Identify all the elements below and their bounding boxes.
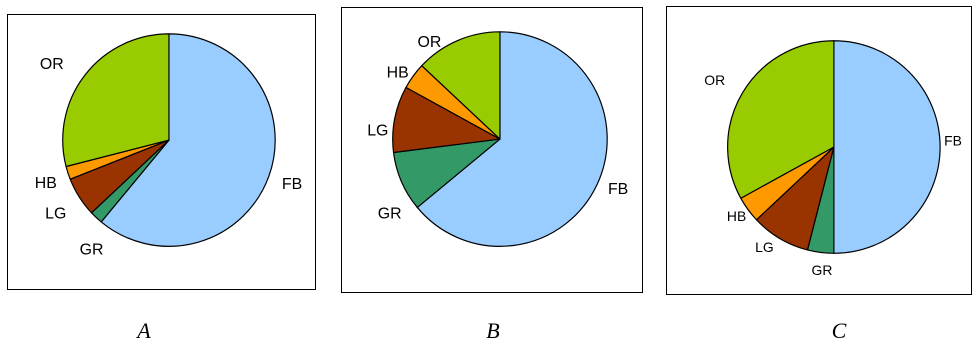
slice-label-a-gr: GR [80, 241, 104, 258]
slice-label-c-gr: GR [812, 262, 833, 278]
slice-label-c-fb: FB [944, 133, 962, 149]
slice-label-a-hb: HB [35, 175, 57, 192]
slice-label-a-lg: LG [45, 206, 66, 223]
slice-label-a-fb: FB [282, 176, 302, 193]
slice-label-c-or: OR [704, 72, 725, 88]
slice-label-b-fb: FB [608, 181, 628, 198]
chart-caption-c: C [819, 318, 859, 344]
slice-label-b-hb: HB [387, 65, 409, 82]
chart-caption-a: A [124, 318, 164, 344]
slice-label-b-or: OR [418, 34, 442, 51]
slice-label-c-lg: LG [755, 239, 774, 255]
pie-chart-b: FB GR LG HB OR [342, 8, 642, 292]
chart-panel-c: FB GR LG HB OR [666, 6, 972, 295]
slice-label-b-gr: GR [378, 206, 402, 223]
chart-panel-a: FB GR LG HB OR [7, 14, 316, 290]
slice-label-c-hb: HB [727, 208, 746, 224]
pie-chart-c: FB GR LG HB OR [667, 7, 971, 294]
pie-chart-a: FB GR LG HB OR [8, 15, 315, 289]
chart-panel-b: FB GR LG HB OR [341, 7, 643, 293]
chart-caption-b: B [473, 318, 513, 344]
pie-slice-c-fb [834, 41, 940, 254]
slice-label-a-or: OR [40, 56, 64, 73]
slice-label-b-lg: LG [367, 122, 388, 139]
